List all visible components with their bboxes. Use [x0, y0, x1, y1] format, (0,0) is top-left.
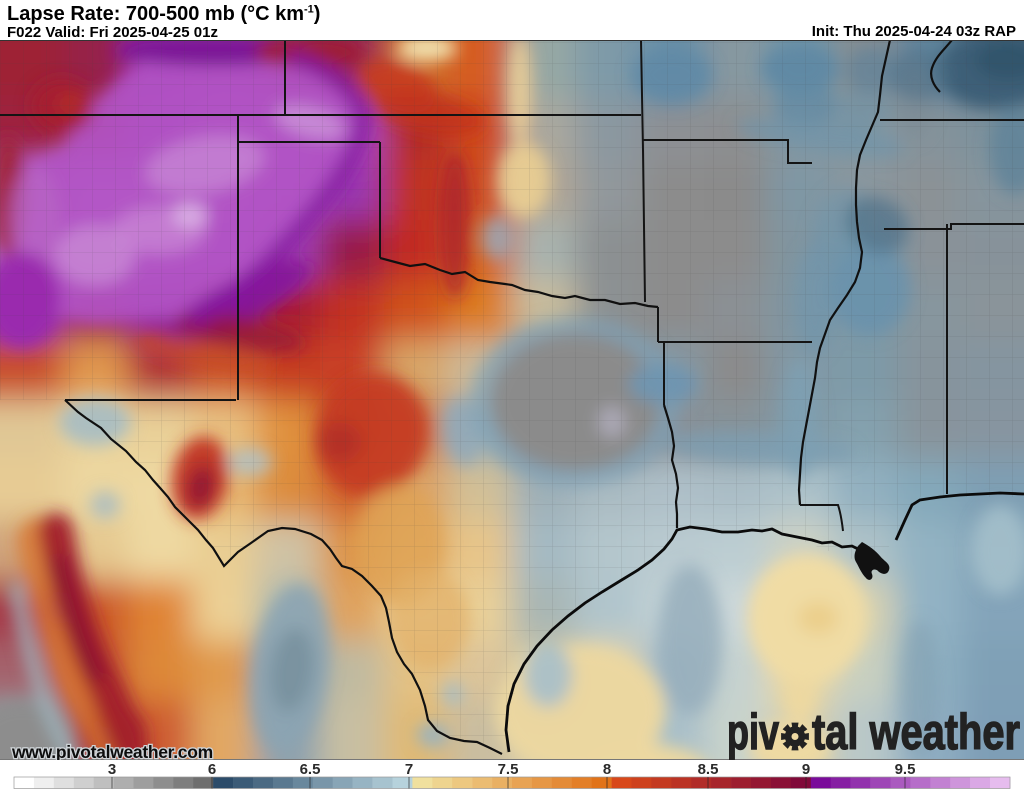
- svg-text:tal weather: tal weather: [812, 704, 1020, 760]
- svg-text:6.5: 6.5: [300, 761, 321, 778]
- svg-text:3: 3: [108, 761, 116, 778]
- svg-text:9.5: 9.5: [895, 761, 916, 778]
- svg-text:8.5: 8.5: [698, 761, 719, 778]
- svg-text:8: 8: [603, 761, 611, 778]
- svg-text:7: 7: [405, 761, 413, 778]
- svg-text:9: 9: [802, 761, 810, 778]
- svg-text:6: 6: [208, 761, 216, 778]
- svg-text:www.pivotalweather.com: www.pivotalweather.com: [11, 742, 213, 762]
- svg-text:piv: piv: [727, 704, 779, 760]
- svg-text:7.5: 7.5: [498, 761, 519, 778]
